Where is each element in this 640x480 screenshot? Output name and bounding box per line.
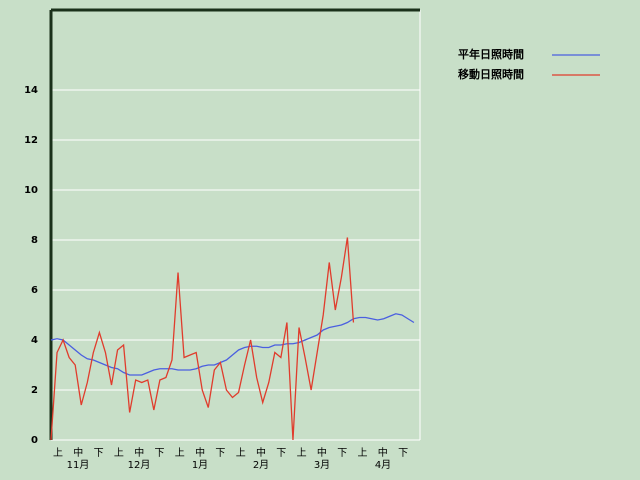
- x-tick-label: 中: [378, 446, 388, 459]
- y-tick-label: 8: [31, 235, 38, 246]
- x-tick-label: 中: [134, 446, 144, 459]
- y-tick-label: 10: [24, 185, 38, 196]
- x-tick-label: 下: [215, 448, 225, 459]
- y-tick-label: 12: [24, 135, 38, 146]
- legend-label: 移動日照時間: [458, 67, 524, 81]
- y-tick-label: 0: [31, 435, 38, 446]
- y-tick-label: 2: [31, 385, 38, 396]
- y-tick-label: 4: [31, 335, 38, 346]
- x-tick-label: 上: [175, 447, 185, 459]
- x-tick-label: 上: [358, 447, 368, 459]
- x-tick-label: 中: [195, 446, 205, 459]
- y-tick-label: 6: [31, 285, 38, 296]
- x-tick-label: 下: [276, 448, 286, 459]
- x-tick-label: 下: [398, 448, 408, 459]
- x-tick-label: 上: [53, 447, 63, 459]
- series-line: [50, 313, 415, 376]
- month-label: 2月: [253, 459, 269, 471]
- y-tick-label: 14: [24, 85, 38, 96]
- month-label: 11月: [67, 459, 90, 471]
- x-tick-label: 下: [337, 448, 347, 459]
- x-tick-label: 上: [114, 447, 124, 459]
- x-tick-label: 下: [94, 448, 104, 459]
- x-tick-label: 下: [155, 448, 165, 459]
- x-tick-label: 上: [236, 447, 246, 459]
- legend-label: 平年日照時間: [458, 47, 524, 61]
- x-tick-label: 上: [297, 447, 307, 459]
- x-tick-label: 中: [317, 446, 327, 459]
- month-label: 1月: [192, 459, 208, 471]
- month-label: 3月: [314, 459, 330, 471]
- x-tick-label: 中: [256, 446, 266, 459]
- month-label: 4月: [375, 459, 391, 471]
- series-line: [50, 237, 355, 441]
- x-tick-label: 中: [73, 446, 83, 459]
- month-label: 12月: [128, 459, 151, 471]
